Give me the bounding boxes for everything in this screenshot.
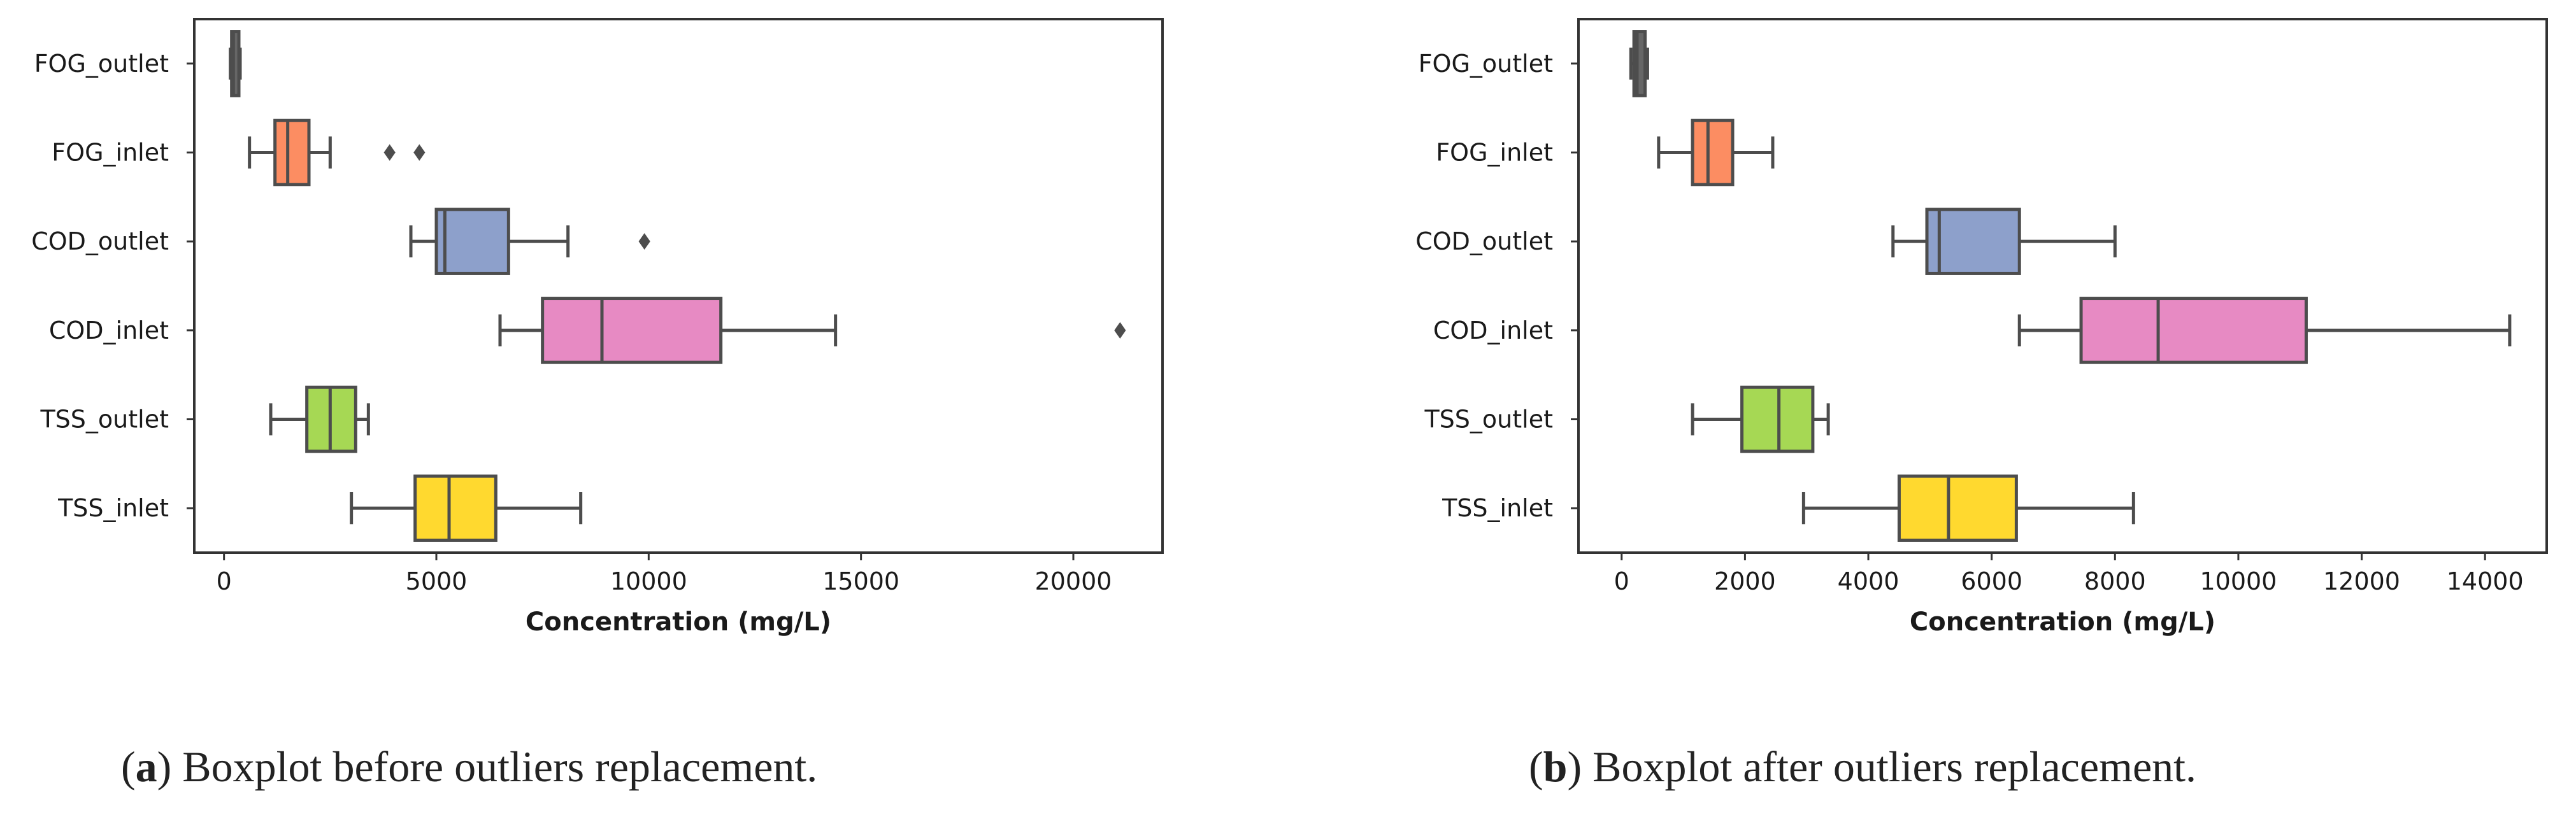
- plot-frame: [193, 18, 1164, 554]
- plot-frame: [1577, 18, 2548, 554]
- outlier-point: [638, 233, 650, 250]
- outlier-point: [1114, 322, 1126, 339]
- box-TSS_outlet: [1691, 385, 1830, 453]
- x-tick-label: 14000: [2447, 567, 2524, 595]
- box-TSS_inlet: [1801, 474, 2135, 542]
- y-tick-label: FOG_inlet: [52, 139, 169, 167]
- box-FOG_inlet: [1657, 118, 1775, 187]
- outlier-point: [413, 144, 426, 161]
- chart-panel-b: FOG_outlet FOG_inlet COD_outlet COD_inlet TS…: [1415, 18, 2548, 637]
- box-FOG_outlet: [229, 30, 242, 97]
- box-body: [434, 208, 510, 275]
- x-tick-label: 8000: [2084, 567, 2146, 595]
- box-COD_outlet: [409, 208, 650, 275]
- chart-panel-a: FOG_outlet FOG_inlet COD_outlet COD_inlet TS…: [31, 18, 1164, 637]
- x-tick-label: 6000: [1961, 567, 2022, 595]
- y-tick-label: COD_outlet: [31, 227, 169, 255]
- box-body: [1897, 474, 2018, 542]
- x-tick-label: 12000: [2323, 567, 2400, 595]
- y-tick-label: FOG_outlet: [1419, 50, 1553, 78]
- outlier-point: [383, 144, 396, 161]
- box-COD_outlet: [1891, 208, 2117, 275]
- caption-b-text: ) Boxplot after outliers replacement.: [1567, 742, 2197, 791]
- caption-a: (a) Boxplot before outliers replacement.: [121, 742, 818, 791]
- y-tick-label: TSS_inlet: [57, 494, 169, 522]
- box-body: [1691, 118, 1735, 187]
- box-TSS_outlet: [269, 385, 370, 453]
- box-COD_inlet: [2017, 297, 2512, 364]
- box-FOG_inlet: [248, 118, 426, 187]
- y-tick-label: COD_inlet: [1433, 316, 1553, 344]
- y-tick-label: COD_inlet: [49, 316, 169, 344]
- caption-b-letter: b: [1543, 742, 1568, 791]
- box-COD_inlet: [498, 297, 1126, 364]
- x-tick-label: 10000: [610, 567, 687, 595]
- y-tick-label: FOG_outlet: [34, 50, 169, 78]
- y-tick-label: COD_outlet: [1415, 227, 1553, 255]
- x-tick-label: 4000: [1838, 567, 1900, 595]
- box-body: [2079, 297, 2308, 364]
- box-body: [230, 30, 241, 97]
- x-tick-label: 2000: [1714, 567, 1776, 595]
- x-axis-label: Concentration (mg/L): [526, 607, 831, 637]
- box-TSS_inlet: [350, 474, 583, 542]
- caption-b: (b) Boxplot after outliers replacement.: [1529, 742, 2197, 791]
- x-tick-label: 5000: [406, 567, 468, 595]
- box-body: [273, 118, 311, 187]
- x-axis-label: Concentration (mg/L): [1910, 607, 2215, 637]
- caption-a-text: ) Boxplot before outliers replacement.: [157, 742, 818, 791]
- box-body: [541, 297, 723, 364]
- y-tick-label: TSS_outlet: [39, 406, 169, 434]
- y-tick-label: TSS_inlet: [1442, 494, 1553, 522]
- x-tick-label: 20000: [1035, 567, 1112, 595]
- box-body: [413, 474, 497, 542]
- box-FOG_outlet: [1629, 30, 1649, 97]
- caption-a-letter: a: [135, 742, 157, 791]
- x-tick-label: 0: [1614, 567, 1629, 595]
- x-tick-label: 15000: [822, 567, 899, 595]
- x-tick-label: 0: [217, 567, 232, 595]
- y-tick-label: FOG_inlet: [1436, 139, 1553, 167]
- y-tick-label: TSS_outlet: [1424, 406, 1553, 434]
- box-body: [1925, 208, 2021, 275]
- x-tick-label: 10000: [2200, 567, 2277, 595]
